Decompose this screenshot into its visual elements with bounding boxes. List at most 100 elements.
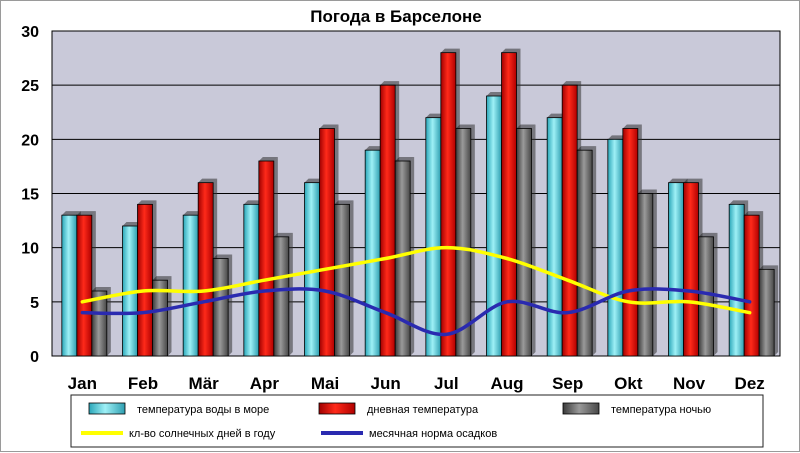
line-series [80,245,752,337]
bar-температура-воды-в-море [607,138,624,357]
bar-температура-ночью [698,236,714,357]
bar-top [319,124,339,129]
legend-label: температура воды в море [137,404,269,416]
line-кл-во-солнечных-дней-в-году [80,245,752,315]
bar-дневная-температура [501,52,517,357]
y-tick-label: 0 [30,349,39,366]
bar-дневная-температура [137,203,153,357]
bar-side [228,254,233,356]
bar-series [61,48,779,357]
bar-дневная-температура [561,84,578,357]
bar-температура-ночью [516,128,532,357]
y-tick-label: 10 [21,241,39,258]
bar-top [622,124,642,129]
legend-label: температура ночью [611,404,711,416]
bar-side [531,124,536,356]
bar-дневная-температура [258,160,275,357]
legend-label: кл-во солнечных дней в году [129,428,276,440]
bar-температура-воды-в-море [486,95,502,357]
bar-температура-ночью [455,128,472,357]
bar-top [365,146,385,151]
bar-температура-воды-в-море [668,182,684,357]
x-tick-label: Feb [128,374,158,393]
x-tick-label: Jan [68,374,97,393]
bar-top [759,265,779,270]
bar-top [334,200,354,205]
bar-top [729,200,749,205]
bar-side [167,276,172,356]
bar-дневная-температура [76,214,93,357]
bar-side [470,124,475,356]
bar-top [683,178,703,183]
legend-swatch [318,402,356,415]
bar-side [106,287,111,356]
bar-top [607,135,627,140]
bar-дневная-температура [622,128,639,357]
legend: температура воды в море дневная температу… [81,402,711,440]
bar-side [652,189,657,356]
bar-температура-воды-в-море [182,214,199,357]
bar-температура-ночью [758,268,775,357]
bar-дневная-температура [683,182,699,357]
legend-label: месячная норма осадков [369,428,497,440]
x-tick-label: Apr [250,374,280,393]
legend-swatch [562,402,600,415]
bar-дневная-температура [440,52,457,357]
y-tick-label: 30 [21,24,39,41]
bar-top [198,178,218,183]
x-axis-ticks: Jan Feb Mär Apr Mai Jun Jul Aug Sep Okt Nov Dez [68,374,765,393]
bar-top [122,222,142,226]
bar-температура-воды-в-море [61,214,78,357]
bar-температура-ночью [334,203,350,357]
bar-top [76,211,96,216]
x-tick-label: Mär [189,374,220,393]
bar-side [288,232,293,356]
bar-температура-ночью [576,149,593,357]
bar-side [349,200,354,356]
bar-top [61,211,81,216]
bar-side [592,146,597,356]
bar-top [243,200,263,205]
bar-температура-воды-в-море [364,149,381,357]
bar-температура-ночью [212,258,229,357]
bar-температура-ночью [637,193,654,357]
y-tick-label: 15 [21,187,39,204]
line-месячная-норма-осадков [80,287,752,337]
legend-label: дневная температура [367,404,479,416]
x-tick-label: Aug [490,374,523,393]
bar-top [91,287,111,291]
bar-температура-ночью [273,236,290,357]
x-tick-label: Nov [673,374,706,393]
bar-top [501,48,521,53]
bar-top [516,124,536,129]
legend-box [70,394,764,448]
bar-температура-ночью [91,290,108,357]
bar-температура-ночью [152,279,168,357]
bar-top [258,157,278,161]
bar-top [440,48,460,53]
legend-swatch [88,402,126,415]
bar-top [183,211,203,216]
bar-top [698,232,718,237]
bar-top [425,113,445,118]
bar-top [213,254,233,259]
bar-top [395,157,415,161]
bar-top [547,113,567,118]
bar-top [455,124,475,129]
bar-температура-воды-в-море [546,117,563,357]
bar-side [410,157,415,356]
bar-top [744,211,764,216]
x-tick-label: Jul [434,374,459,393]
bar-top [668,178,688,183]
x-tick-label: Mai [311,374,339,393]
bar-температура-воды-в-море [728,203,745,357]
bar-дневная-температура [197,182,214,357]
bar-side [774,265,779,356]
y-axis-ticks: 0 5 10 15 20 25 30 [21,24,39,366]
x-tick-label: Jun [371,374,401,393]
chart-title: Погода в Барселоне [310,7,481,26]
bar-top [273,232,293,237]
x-tick-label: Dez [735,374,765,393]
